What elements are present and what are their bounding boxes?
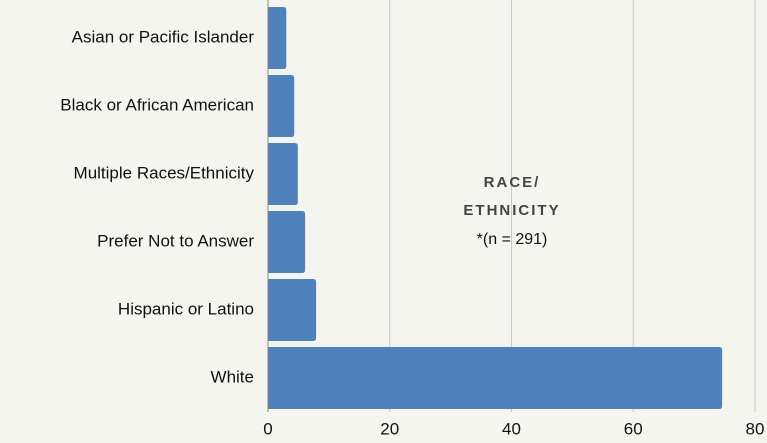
bar: [268, 75, 295, 137]
annotation: *(n = 291): [477, 231, 548, 248]
bar: [268, 7, 287, 69]
x-tick-label: 40: [502, 419, 521, 438]
y-tick-label: Hispanic or Latino: [118, 299, 254, 318]
bar: [268, 279, 317, 341]
annotation: ETHNICITY: [463, 202, 560, 219]
annotation: RACE/: [484, 174, 541, 191]
y-tick-label: Black or African American: [60, 95, 254, 114]
bar: [268, 347, 723, 409]
x-tick-label: 20: [380, 419, 399, 438]
y-tick-label: White: [211, 367, 254, 386]
x-tick-label: 80: [746, 419, 765, 438]
bar: [268, 211, 306, 273]
y-tick-label: Prefer Not to Answer: [97, 231, 254, 250]
y-tick-label: Asian or Pacific Islander: [72, 27, 255, 46]
bar: [268, 143, 298, 205]
y-tick-label: Multiple Races/Ethnicity: [74, 163, 255, 182]
x-tick-label: 0: [263, 419, 272, 438]
x-tick-label: 60: [624, 419, 643, 438]
